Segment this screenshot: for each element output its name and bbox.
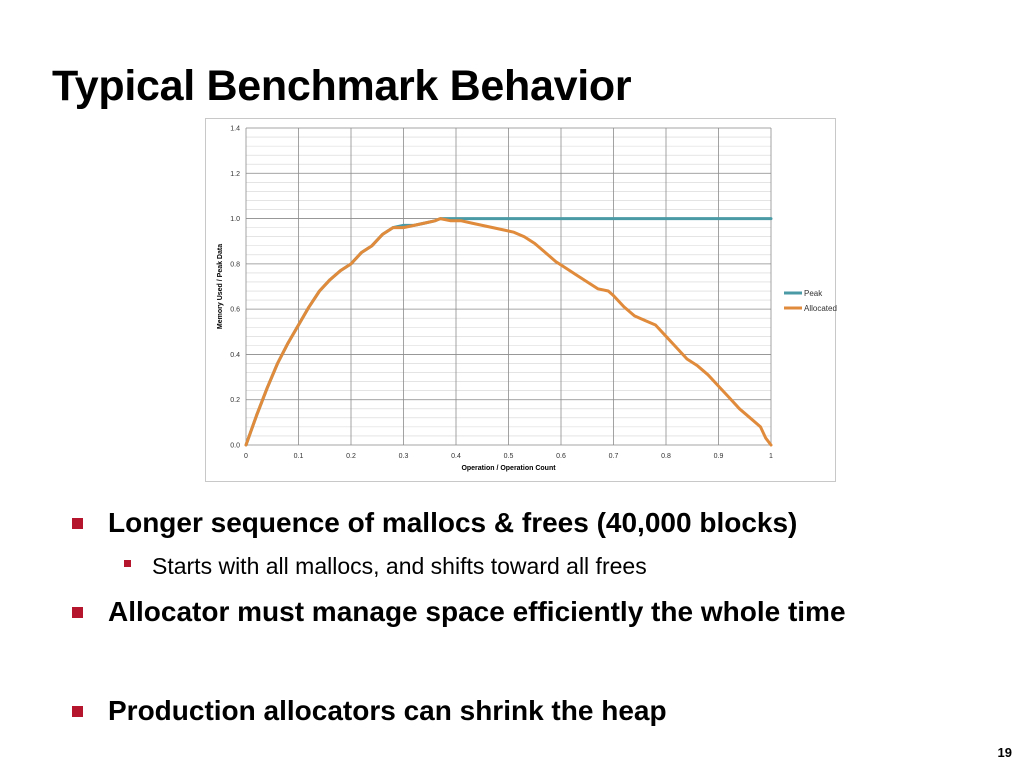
- chart-axes: 0.0 0.2 0.4 0.6 0.8 1.0 1.2 1.4 0 0.1 0.2 0.3 0.4 0.5…: [217, 126, 773, 473]
- x-tick-label: 0.4: [451, 453, 461, 460]
- x-tick-label: 0.7: [609, 453, 619, 460]
- sub-bullet-item: Starts with all mallocs, and shifts towa…: [124, 550, 647, 582]
- bullet-item: Production allocators can shrink the hea…: [72, 692, 667, 730]
- legend-label: Peak: [804, 289, 823, 298]
- page-number: 19: [997, 745, 1012, 760]
- chart-svg: 0.0 0.2 0.4 0.6 0.8 1.0 1.2 1.4 0 0.1 0.2 0.3 0.4 0.5…: [217, 126, 837, 473]
- y-axis-title: Memory Used / Peak Data: [217, 244, 224, 329]
- y-tick-label: 1.2: [230, 171, 240, 178]
- bullet-item: Allocator must manage space efficiently …: [72, 593, 846, 631]
- y-tick-label: 0.4: [230, 352, 240, 359]
- x-tick-label: 0.8: [661, 453, 671, 460]
- x-tick-label: 0.6: [556, 453, 566, 460]
- x-tick-label: 1: [769, 453, 773, 460]
- sub-bullet-text: Starts with all mallocs, and shifts towa…: [152, 552, 647, 579]
- slide-title: Typical Benchmark Behavior: [52, 62, 632, 110]
- chart-series: [244, 217, 773, 447]
- x-tick-label: 0.1: [294, 453, 304, 460]
- x-tick-label: 0.5: [504, 453, 514, 460]
- x-tick-label: 0.3: [399, 453, 409, 460]
- x-tick-label: 0: [244, 453, 248, 460]
- bullet-text: Allocator must manage space efficiently …: [108, 596, 846, 627]
- bullet-text: Longer sequence of mallocs & frees (40,0…: [108, 507, 798, 538]
- chart-legend: Peak Allocated: [784, 289, 837, 313]
- bullet-marker: [72, 517, 83, 529]
- series-line-allocated: [244, 217, 773, 447]
- y-tick-label: 0.6: [230, 307, 240, 314]
- memory-usage-chart: 0.0 0.2 0.4 0.6 0.8 1.0 1.2 1.4 0 0.1 0.2 0.3 0.4 0.5…: [205, 118, 837, 482]
- bullet-marker: [72, 705, 83, 717]
- sub-bullet-marker: [124, 559, 131, 567]
- bullet-text: Production allocators can shrink the hea…: [108, 695, 667, 726]
- y-tick-label: 0.0: [230, 443, 240, 450]
- y-tick-label: 0.2: [230, 397, 240, 404]
- y-tick-label: 0.8: [230, 261, 240, 268]
- legend-label: Allocated: [804, 304, 837, 313]
- y-tick-label: 1.4: [230, 126, 240, 133]
- x-tick-label: 0.2: [346, 453, 356, 460]
- bullet-marker: [72, 606, 83, 618]
- y-tick-label: 1.0: [230, 216, 240, 223]
- x-tick-label: 0.9: [714, 453, 724, 460]
- bullet-item: Longer sequence of mallocs & frees (40,0…: [72, 504, 797, 542]
- x-axis-title: Operation / Operation Count: [461, 465, 556, 472]
